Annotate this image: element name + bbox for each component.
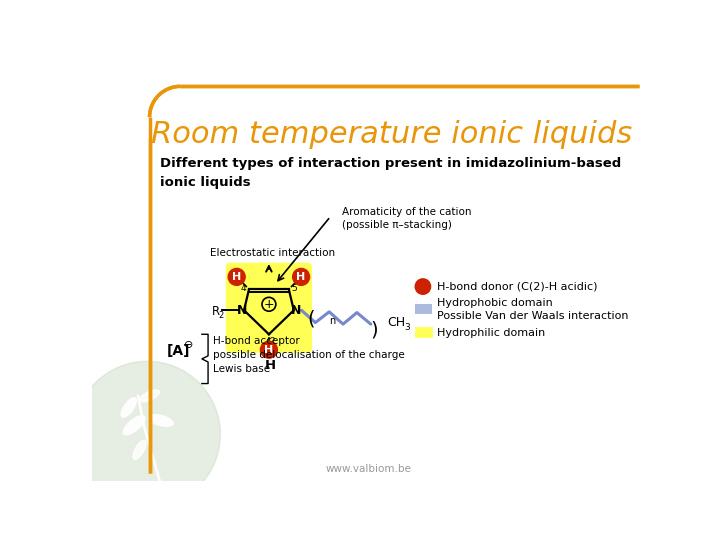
Text: +: + bbox=[264, 298, 274, 311]
Circle shape bbox=[415, 279, 431, 294]
Polygon shape bbox=[121, 397, 136, 417]
Text: H: H bbox=[232, 272, 241, 282]
Text: Aromaticity of the cation
(possible π–stacking): Aromaticity of the cation (possible π–st… bbox=[342, 207, 472, 231]
Polygon shape bbox=[140, 390, 160, 402]
Polygon shape bbox=[123, 416, 145, 435]
Text: 4: 4 bbox=[240, 284, 246, 293]
Text: N: N bbox=[291, 304, 301, 317]
Text: Room temperature ionic liquids: Room temperature ionic liquids bbox=[151, 119, 633, 148]
Text: www.valbiom.be: www.valbiom.be bbox=[326, 464, 412, 474]
Text: Hydrophobic domain
Possible Van der Waals interaction: Hydrophobic domain Possible Van der Waal… bbox=[437, 298, 629, 321]
Text: 2: 2 bbox=[269, 337, 275, 346]
Text: R: R bbox=[212, 305, 220, 318]
Text: Electrostatic interaction: Electrostatic interaction bbox=[210, 248, 336, 259]
Text: Different types of interaction present in imidazolinium-based
ionic liquids: Different types of interaction present i… bbox=[160, 157, 621, 189]
Text: N: N bbox=[237, 304, 247, 317]
Circle shape bbox=[74, 361, 220, 508]
Text: (: ( bbox=[307, 309, 315, 328]
Text: H: H bbox=[265, 359, 276, 372]
Text: [A]: [A] bbox=[166, 344, 190, 358]
Circle shape bbox=[261, 341, 277, 358]
Text: CH: CH bbox=[387, 316, 406, 329]
Text: 2: 2 bbox=[218, 311, 223, 320]
Polygon shape bbox=[133, 440, 146, 460]
Polygon shape bbox=[149, 415, 173, 426]
Text: n: n bbox=[329, 316, 336, 326]
Circle shape bbox=[292, 268, 310, 285]
Text: H-bond donor (C(2)-H acidic): H-bond donor (C(2)-H acidic) bbox=[437, 281, 598, 292]
Text: H-bond acceptor
possible delocalisation of the charge
Lewis base: H-bond acceptor possible delocalisation … bbox=[212, 336, 405, 374]
Text: ⊖: ⊖ bbox=[184, 340, 194, 350]
FancyBboxPatch shape bbox=[415, 327, 432, 338]
Circle shape bbox=[228, 268, 245, 285]
Text: 5: 5 bbox=[292, 284, 297, 293]
FancyBboxPatch shape bbox=[226, 262, 312, 353]
Text: Hydrophilic domain: Hydrophilic domain bbox=[437, 328, 545, 338]
Text: H: H bbox=[264, 345, 274, 355]
Text: H: H bbox=[297, 272, 306, 282]
FancyBboxPatch shape bbox=[415, 304, 432, 314]
Text: 3: 3 bbox=[404, 323, 410, 333]
Text: ): ) bbox=[371, 321, 379, 340]
